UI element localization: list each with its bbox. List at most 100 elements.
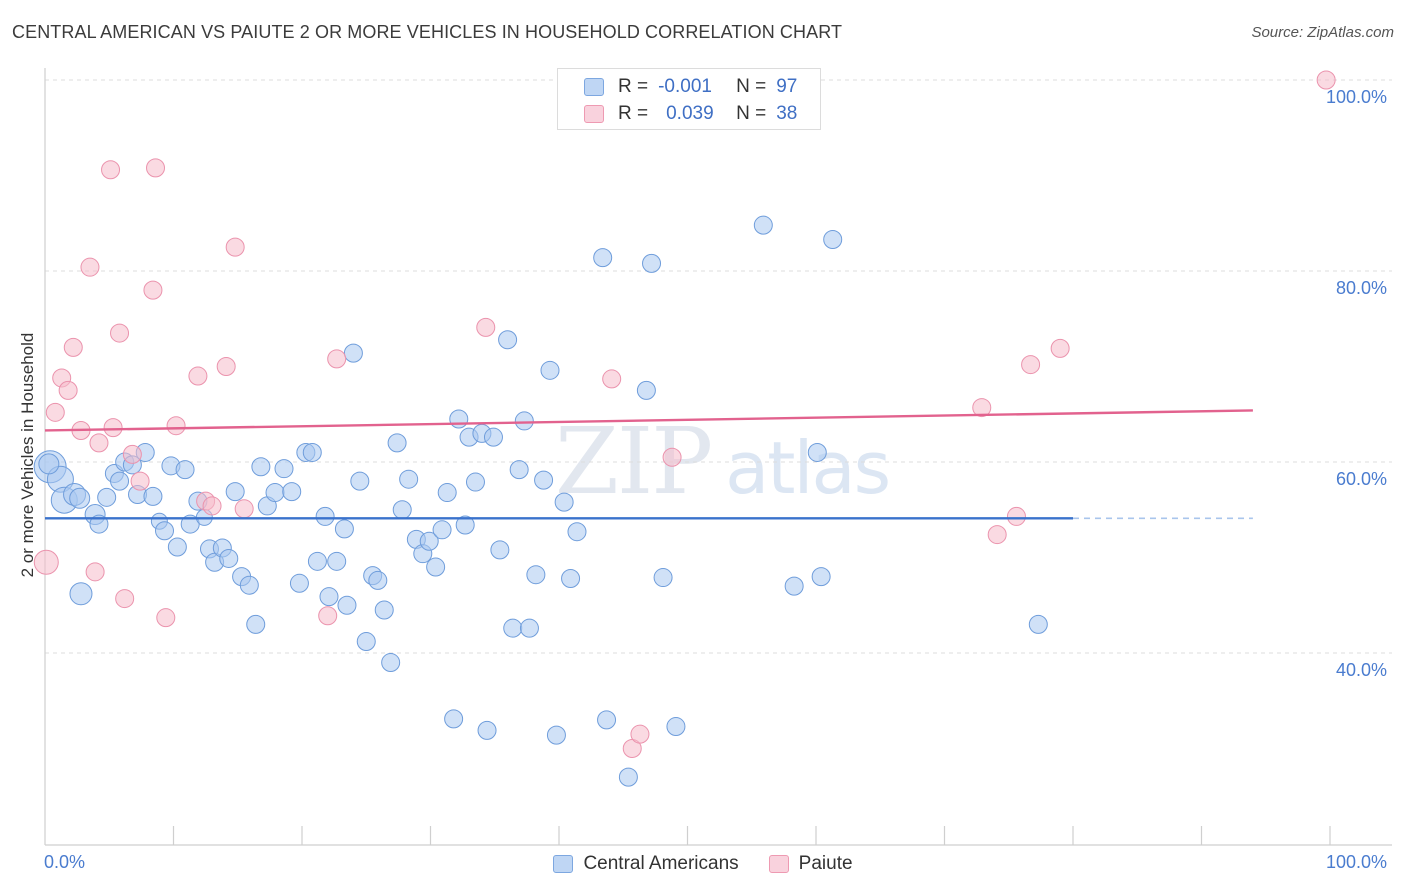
pink-point	[630, 724, 650, 744]
legend-n-label: N =	[736, 76, 767, 97]
blue-point	[251, 457, 271, 477]
blue-point	[69, 582, 93, 606]
series-legend: Central Americans Paiute	[0, 852, 1406, 876]
pink-point	[80, 257, 100, 277]
pink-point	[122, 444, 142, 464]
blue-point	[143, 486, 163, 506]
blue-point	[455, 515, 475, 535]
blue-point	[110, 471, 130, 491]
blue-point	[498, 330, 518, 350]
blue-point	[387, 433, 407, 453]
blue-point	[519, 618, 539, 638]
blue-point	[419, 531, 439, 551]
legend-n-label: N =	[736, 103, 767, 124]
blue-point	[426, 557, 446, 577]
y-axis-label: 2 or more Vehicles in Household	[18, 332, 37, 578]
pink-point	[115, 589, 135, 609]
blue-point	[319, 587, 339, 607]
blue-point	[315, 506, 335, 526]
pink-point	[110, 323, 130, 343]
blue-point	[823, 229, 843, 249]
y-tick-label-100: 100.0%	[1326, 87, 1388, 107]
blue-point	[593, 248, 613, 268]
legend-r-label: R =	[618, 103, 649, 124]
blue-point	[374, 600, 394, 620]
blue-point	[343, 343, 363, 363]
blue-point	[337, 595, 357, 615]
legend-n-value: 97	[776, 76, 798, 97]
blue-point	[503, 618, 523, 638]
blue-point	[554, 492, 574, 512]
legend-n-value: 38	[776, 103, 798, 124]
blue-point	[265, 483, 285, 503]
pink-point	[156, 608, 176, 628]
blue-point	[302, 442, 322, 462]
blue-point	[327, 551, 347, 571]
pink-point	[327, 349, 347, 369]
pink-point	[234, 499, 254, 519]
y-tick-label-40: 40.0%	[1336, 660, 1388, 680]
y-tick-label-60: 60.0%	[1336, 469, 1388, 489]
pink-point	[662, 447, 682, 467]
x-tick-label-min: 0.0%	[44, 852, 86, 872]
blue-point	[784, 576, 804, 596]
pink-point	[89, 433, 109, 453]
blue-point	[483, 427, 503, 447]
legend-label: Paiute	[798, 853, 853, 874]
pink-point	[166, 416, 186, 436]
legend-row-central-americans: R = -0.001 N = 97	[584, 75, 797, 99]
blue-point	[811, 567, 831, 587]
pink-point	[225, 237, 245, 257]
blue-point	[618, 767, 638, 787]
pink-point	[318, 606, 338, 626]
pink-point	[987, 525, 1007, 545]
blue-point	[334, 519, 354, 539]
blue-point	[753, 215, 773, 235]
blue-point	[155, 521, 175, 541]
pink-point	[972, 398, 992, 418]
blue-point	[807, 442, 827, 462]
blue-point	[514, 411, 534, 431]
blue-point	[97, 487, 117, 507]
legend-r-label: R =	[618, 76, 649, 97]
blue-point	[666, 717, 686, 737]
legend-r-value: -0.001	[658, 76, 712, 97]
legend-r-value: 0.039	[666, 103, 714, 124]
legend-swatch-pink	[768, 855, 789, 873]
blue-point	[89, 514, 109, 534]
blue-point	[69, 487, 91, 509]
blue-point	[274, 459, 294, 479]
blue-point	[368, 570, 388, 590]
pink-point	[602, 369, 622, 389]
pink-point	[202, 496, 222, 516]
y-tick-label-80: 80.0%	[1336, 278, 1388, 298]
pink-point	[1050, 338, 1070, 358]
pink-point	[1021, 355, 1041, 375]
blue-point	[490, 540, 510, 560]
legend-item-paiute: Paiute	[768, 853, 853, 875]
blue-point	[432, 520, 452, 540]
blue-point	[399, 469, 419, 489]
blue-point	[219, 548, 239, 568]
blue-point	[282, 482, 302, 502]
correlation-legend: R = -0.001 N = 97 R = 0.039 N = 38	[557, 68, 821, 130]
blue-point	[307, 551, 327, 571]
blue-point	[636, 380, 656, 400]
pink-point	[146, 158, 166, 178]
blue-point	[246, 614, 266, 634]
blue-point	[444, 709, 464, 729]
pink-point	[143, 280, 163, 300]
blue-point	[350, 471, 370, 491]
pink-point	[103, 418, 123, 438]
blue-point	[225, 482, 245, 502]
pink-point	[216, 357, 236, 376]
pink-point	[58, 380, 78, 400]
pink-point	[63, 337, 83, 357]
pink-point	[1316, 70, 1336, 90]
blue-point	[437, 483, 457, 503]
blue-point	[167, 537, 187, 557]
blue-point	[392, 500, 412, 520]
pink-point	[45, 402, 65, 422]
legend-row-paiute: R = 0.039 N = 38	[584, 102, 797, 126]
